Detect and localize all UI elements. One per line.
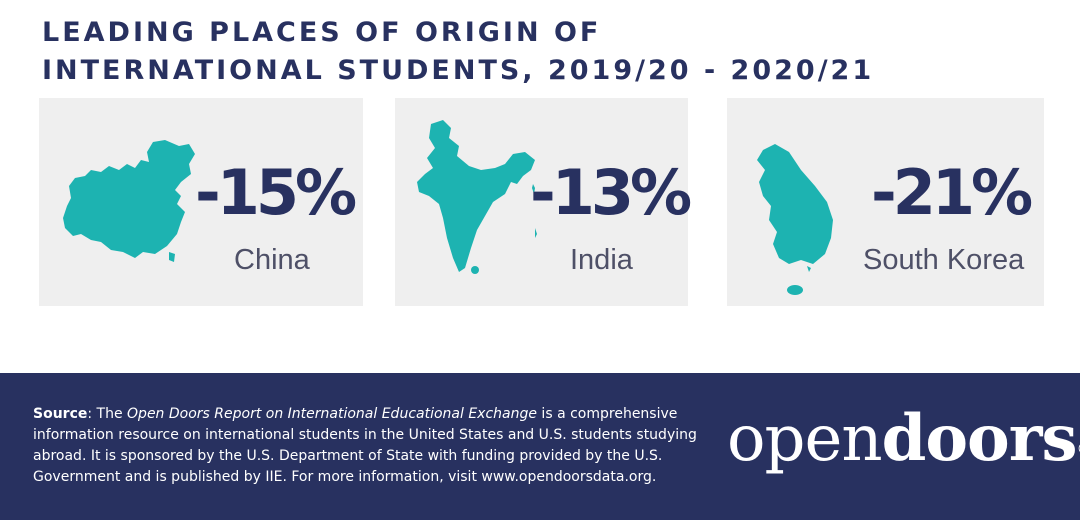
- china-percent-change: -15%: [195, 156, 357, 229]
- title-line-2: INTERNATIONAL STUDENTS, 2019/20 - 2020/2…: [42, 55, 875, 86]
- south-korea-percent-change: -21%: [871, 156, 1033, 229]
- china-label: China: [234, 244, 310, 276]
- stat-card-india: -13% India: [395, 98, 692, 306]
- stat-card-china: -15% China: [39, 98, 363, 306]
- title-line-1: LEADING PLACES OF ORIGIN OF: [42, 17, 602, 48]
- south-korea-label: South Korea: [863, 244, 1025, 276]
- source-prefix: : The: [87, 406, 128, 422]
- logo-word-doors: doors: [881, 401, 1078, 476]
- opendoors-logo: opendoors®: [727, 399, 1080, 479]
- page-title: LEADING PLACES OF ORIGIN OF INTERNATIONA…: [42, 14, 874, 90]
- source-note: Source: The Open Doors Report on Interna…: [33, 404, 713, 488]
- footer-banner: Source: The Open Doors Report on Interna…: [0, 373, 1080, 520]
- south-korea-map-icon: [757, 144, 833, 295]
- source-description: is a comprehensive information resource …: [33, 406, 697, 485]
- logo-word-open: open: [727, 402, 883, 476]
- stat-card-south-korea: -21% South Korea: [727, 98, 1044, 306]
- source-report-title: Open Doors Report on International Educa…: [127, 406, 537, 422]
- china-map-icon: [63, 140, 195, 262]
- india-map-icon: [417, 120, 537, 274]
- india-percent-change: -13%: [530, 156, 692, 229]
- registered-mark-icon: ®: [1076, 439, 1080, 458]
- india-label: India: [570, 244, 633, 276]
- source-label: Source: [33, 406, 88, 422]
